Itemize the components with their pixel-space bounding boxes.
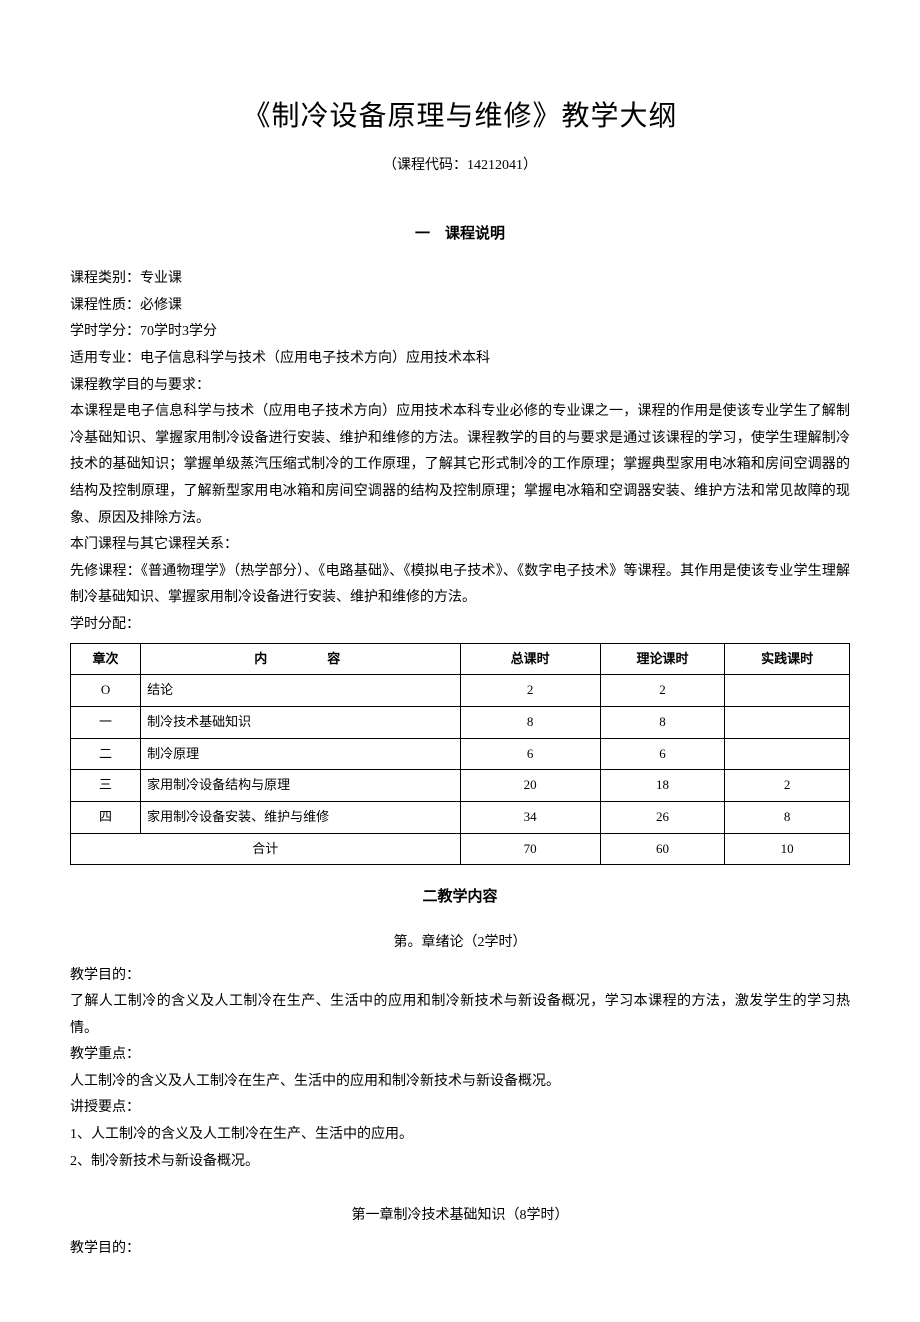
cell-theory: 18 [600,770,725,802]
chapter-0-focus-text: 人工制冷的含义及人工制冷在生产、生活中的应用和制冷新技术与新设备概况。 [70,1069,850,1096]
chapter-1-heading: 第一章制冷技术基础知识（8学时） [70,1203,850,1230]
th-practice: 实践课时 [725,643,850,675]
cell-sum-theory: 60 [600,833,725,865]
cell-practice [725,675,850,707]
meta-category: 课程类别：专业课 [70,266,850,293]
table-header-row: 章次 内容 总课时 理论课时 实践课时 [71,643,850,675]
cell-practice: 2 [725,770,850,802]
meta-relation-label: 本门课程与其它课程关系： [70,532,850,559]
cell-total: 6 [460,738,600,770]
cell-practice: 8 [725,802,850,834]
value: 电子信息科学与技术（应用电子技术方向）应用技术本科 [140,351,490,366]
th-total: 总课时 [460,643,600,675]
cell-theory: 6 [600,738,725,770]
value: 必修课 [140,298,182,313]
table-row: 四 家用制冷设备安装、维护与维修 34 26 8 [71,802,850,834]
hours-table: 章次 内容 总课时 理论课时 实践课时 O 结论 2 2 一 制冷技术基础知识 … [70,643,850,866]
meta-objective-text: 本课程是电子信息科学与技术（应用电子技术方向）应用技术本科专业必修的专业课之一，… [70,399,850,532]
label: 课程类别： [70,271,140,286]
meta-relation-text: 先修课程：《普通物理学》（热学部分）、《电路基础》、《模拟电子技术》、《数字电子… [70,559,850,612]
cell-sum-practice: 10 [725,833,850,865]
cell-total: 34 [460,802,600,834]
cell-chapter: 一 [71,706,141,738]
cell-practice [725,706,850,738]
chapter-0-heading: 第。章绪论（2学时） [70,930,850,957]
cell-sum-label: 合计 [71,833,461,865]
table-row: 三 家用制冷设备结构与原理 20 18 2 [71,770,850,802]
cell-content: 制冷技术基础知识 [141,706,460,738]
cell-chapter: 三 [71,770,141,802]
meta-objective-label: 课程教学目的与要求： [70,373,850,400]
cell-theory: 26 [600,802,725,834]
chapter-0-focus-label: 教学重点： [70,1042,850,1069]
value: 专业课 [140,271,182,286]
chapter-0-point-1: 1、人工制冷的含义及人工制冷在生产、生活中的应用。 [70,1122,850,1149]
table-row: 一 制冷技术基础知识 8 8 [71,706,850,738]
chapter-0-point-2: 2、制冷新技术与新设备概况。 [70,1149,850,1176]
cell-content: 制冷原理 [141,738,460,770]
section-1-heading: 一 课程说明 [70,220,850,249]
cell-sum-total: 70 [460,833,600,865]
section-2-heading: 二教学内容 [70,883,850,912]
label: 学时学分： [70,324,140,339]
th-theory: 理论课时 [600,643,725,675]
table-row: 二 制冷原理 6 6 [71,738,850,770]
cell-theory: 8 [600,706,725,738]
chapter-1-objective-label: 教学目的： [70,1236,850,1263]
cell-content: 家用制冷设备安装、维护与维修 [141,802,460,834]
chapter-0-objective-text: 了解人工制冷的含义及人工制冷在生产、生活中的应用和制冷新技术与新设备概况，学习本… [70,989,850,1042]
cell-chapter: O [71,675,141,707]
cell-total: 8 [460,706,600,738]
cell-practice [725,738,850,770]
cell-total: 2 [460,675,600,707]
meta-credit: 学时学分：70学时3学分 [70,319,850,346]
cell-chapter: 四 [71,802,141,834]
cell-content: 家用制冷设备结构与原理 [141,770,460,802]
meta-major: 适用专业：电子信息科学与技术（应用电子技术方向）应用技术本科 [70,346,850,373]
page-title: 《制冷设备原理与维修》教学大纲 [70,90,850,143]
th-content: 内容 [141,643,460,675]
label: 课程性质： [70,298,140,313]
table-row: O 结论 2 2 [71,675,850,707]
cell-chapter: 二 [71,738,141,770]
chapter-0-points-label: 讲授要点： [70,1095,850,1122]
th-chapter: 章次 [71,643,141,675]
chapter-0-objective-label: 教学目的： [70,963,850,990]
cell-theory: 2 [600,675,725,707]
course-code: （课程代码：14212041） [70,153,850,180]
label: 适用专业： [70,351,140,366]
cell-content: 结论 [141,675,460,707]
value: 70学时3学分 [140,324,217,339]
meta-alloc-label: 学时分配： [70,612,850,639]
meta-nature: 课程性质：必修课 [70,293,850,320]
table-sum-row: 合计 70 60 10 [71,833,850,865]
cell-total: 20 [460,770,600,802]
